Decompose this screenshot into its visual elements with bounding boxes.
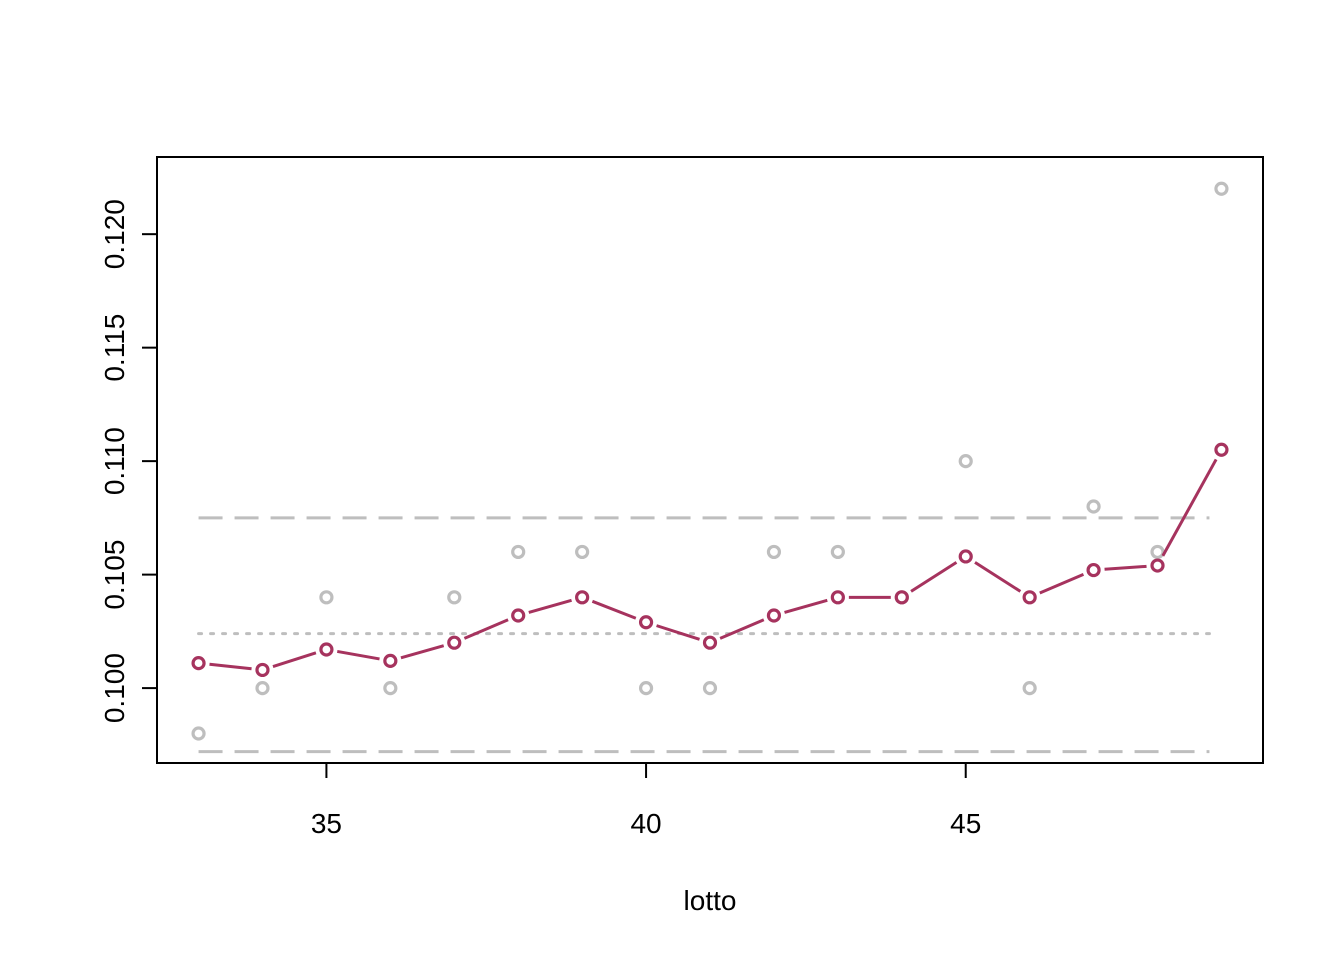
series-2-point [1150, 558, 1165, 573]
axes: 35 40 45 0.100 0.105 0.110 0.115 0.120 [99, 199, 981, 839]
series-2-segment [1039, 573, 1085, 595]
series-2-segment [910, 561, 958, 593]
series-2-point [958, 549, 973, 564]
series-1-point [1022, 681, 1037, 696]
series-2-point [1022, 590, 1037, 605]
series-1-point [702, 681, 718, 696]
x-axis-label: lotto [684, 885, 737, 916]
series-1-point [511, 544, 526, 560]
y-tick-label: 0.110 [99, 427, 130, 495]
series-2-point [447, 635, 462, 650]
series-2-point [191, 656, 206, 671]
series-2-segment [400, 644, 445, 660]
series-2-segment [974, 561, 1022, 593]
series-2-point [575, 590, 590, 605]
series-1-point [1150, 544, 1165, 560]
x-tick-label: 40 [630, 808, 661, 839]
series-2-segment [528, 598, 572, 614]
series-2-point [766, 608, 782, 623]
y-tick-label: 0.115 [99, 314, 130, 382]
series-2-segment [336, 649, 380, 661]
series-1-point [575, 544, 590, 560]
series-2-point [1214, 442, 1229, 457]
series-2-segment [463, 618, 509, 640]
series-2-point [702, 635, 718, 650]
series-2-point [1086, 562, 1101, 578]
series-1-point [191, 726, 206, 741]
series-2-segment [591, 599, 637, 620]
series-2-point [511, 608, 526, 623]
y-tick-label: 0.100 [99, 653, 130, 723]
series-2-segment [784, 598, 828, 614]
series-1-point [958, 454, 973, 469]
plot-frame [156, 156, 1264, 764]
y-tick-label: 0.105 [99, 540, 130, 610]
series-2-segment [719, 618, 765, 640]
series-2-segment [656, 624, 700, 641]
series-2-segment [272, 651, 317, 669]
series-2-point [319, 642, 334, 657]
series-1-point [830, 544, 845, 560]
series-1-point [447, 590, 462, 605]
series-2-segment [209, 662, 252, 671]
series-1-point [319, 590, 334, 605]
series-2-point [638, 615, 654, 630]
y-tick-label: 0.120 [99, 199, 130, 269]
series-2-point [830, 590, 845, 605]
series-2-segment [1104, 564, 1147, 571]
x-tick-label: 45 [950, 808, 981, 839]
series-2-point [383, 653, 398, 668]
reference-lines [197, 516, 1211, 754]
series-1-point [638, 681, 654, 696]
series-1-point [1214, 181, 1229, 196]
series-2-segment [1161, 458, 1218, 557]
series-1-point [383, 681, 398, 696]
series-1-point [255, 681, 270, 696]
series-2-point [255, 662, 270, 678]
x-tick-label: 35 [311, 808, 342, 839]
series-layer [191, 181, 1229, 741]
series-1-point [766, 544, 782, 560]
series-1-point [1086, 499, 1101, 514]
series-2-point [894, 590, 909, 605]
